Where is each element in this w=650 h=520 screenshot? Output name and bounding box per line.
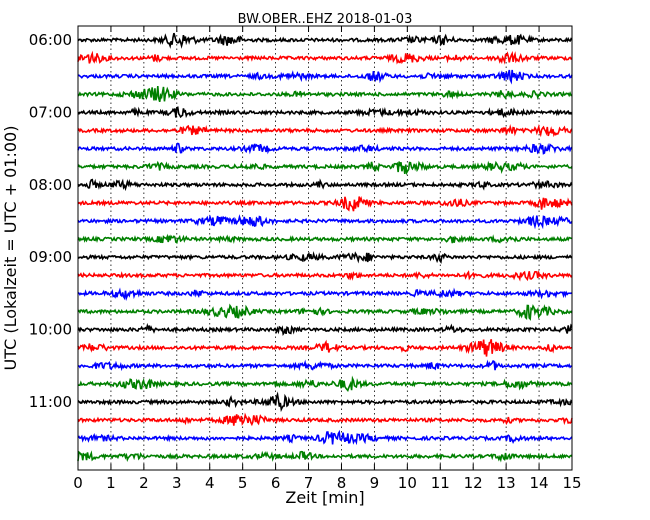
trace-row-0930	[77, 287, 573, 302]
y-axis-label: UTC (Lokalzeit = UTC + 01:00)	[1, 126, 20, 371]
x-tick-label: 8	[337, 474, 347, 492]
plot-frame	[77, 25, 573, 471]
trace-row-0700	[77, 106, 573, 119]
x-tick-label: 15	[562, 474, 581, 492]
trace-row-0715	[77, 123, 573, 138]
x-axis: 0 1 2 3 4 5 6 7 8 9 10 11 12 13 14 15	[73, 26, 582, 492]
trace-row-1130	[77, 429, 573, 446]
trace-row-0945	[77, 303, 573, 321]
trace-group	[77, 32, 573, 463]
x-tick-label: 13	[497, 474, 516, 492]
trace-row-0800	[77, 178, 573, 192]
x-tick-label: 3	[172, 474, 182, 492]
trace-row-0645	[77, 85, 573, 103]
trace-row-1100	[77, 391, 573, 413]
x-tick-label: 14	[530, 474, 549, 492]
x-tick-label: 12	[464, 474, 483, 492]
trace-row-1000	[77, 322, 573, 337]
trace-row-0845	[77, 233, 573, 244]
y-tick-label: 09:00	[29, 248, 72, 266]
grid-lines	[110, 26, 540, 470]
x-tick-label: 10	[398, 474, 417, 492]
y-tick-label: 10:00	[29, 321, 72, 339]
trace-row-1145	[77, 450, 573, 463]
x-axis-label: Zeit [min]	[285, 488, 364, 507]
x-tick-label: 11	[431, 474, 450, 492]
y-tick-label: 06:00	[29, 31, 72, 49]
x-tick-label: 5	[238, 474, 248, 492]
x-tick-label: 2	[139, 474, 149, 492]
x-tick-label: 7	[304, 474, 314, 492]
trace-row-0830	[77, 214, 573, 230]
trace-row-1045	[77, 375, 573, 392]
trace-row-1015	[77, 339, 573, 357]
trace-row-0630	[77, 69, 573, 85]
x-tick-label: 1	[106, 474, 116, 492]
trace-row-0900	[77, 251, 573, 264]
x-tick-label: 6	[271, 474, 281, 492]
trace-row-0615	[77, 50, 573, 65]
y-tick-label: 11:00	[29, 393, 72, 411]
x-tick-label: 9	[370, 474, 380, 492]
y-axis: 06:00 07:00 08:00 09:00 10:00 11:00	[29, 31, 572, 411]
trace-row-0745	[77, 160, 573, 176]
trace-row-0600	[77, 32, 573, 49]
chart-title: BW.OBER..EHZ 2018-01-03	[238, 12, 413, 27]
y-tick-label: 08:00	[29, 176, 72, 194]
trace-row-0815	[77, 195, 573, 212]
x-tick-label: 0	[73, 474, 83, 492]
trace-row-1030	[77, 359, 573, 372]
y-tick-label: 07:00	[29, 103, 72, 121]
trace-row-0915	[77, 269, 573, 282]
trace-row-0730	[77, 142, 573, 155]
x-tick-label: 4	[205, 474, 215, 492]
trace-row-1115	[77, 412, 573, 427]
